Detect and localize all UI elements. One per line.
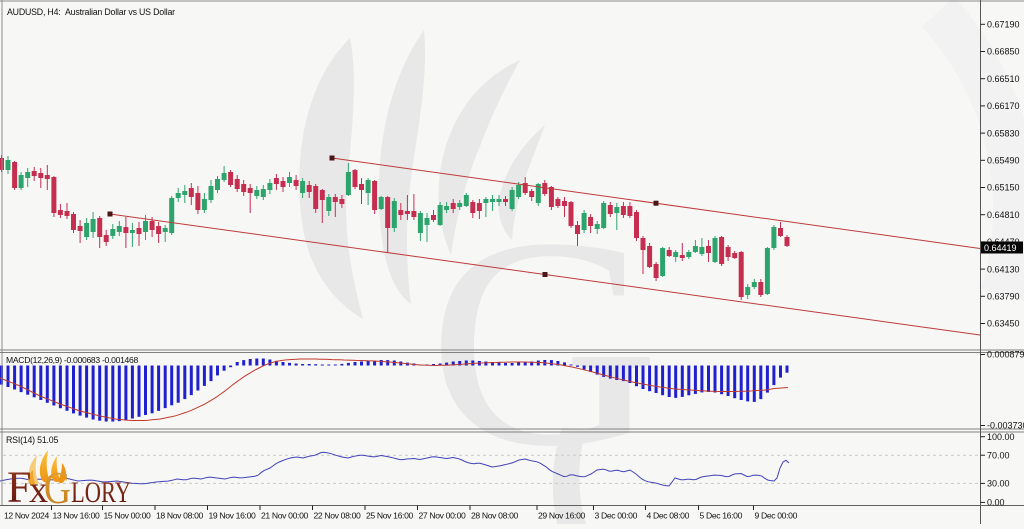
svg-text:21 Nov 00:00: 21 Nov 00:00: [261, 511, 308, 521]
svg-text:MACD(12,26,9) -0.000683 -0.001: MACD(12,26,9) -0.000683 -0.001468: [6, 355, 139, 365]
svg-text:0.64419: 0.64419: [984, 243, 1017, 253]
svg-text:100.00: 100.00: [987, 432, 1015, 442]
svg-text:0.000879: 0.000879: [987, 350, 1024, 360]
svg-text:3 Dec 00:00: 3 Dec 00:00: [595, 511, 638, 521]
svg-text:18 Nov 08:00: 18 Nov 08:00: [156, 511, 203, 521]
svg-text:0.65490: 0.65490: [987, 156, 1020, 166]
svg-text:AUDUSD, H4: Australian Dollar: AUDUSD, H4: Australian Dollar vs US Doll…: [7, 7, 175, 17]
svg-text:G: G: [44, 463, 71, 513]
svg-text:15 Nov 00:00: 15 Nov 00:00: [104, 511, 151, 521]
svg-text:19 Nov 16:00: 19 Nov 16:00: [209, 511, 256, 521]
svg-text:0.65830: 0.65830: [987, 128, 1020, 138]
svg-text:0.66170: 0.66170: [987, 101, 1020, 111]
svg-text:13 Nov 16:00: 13 Nov 16:00: [53, 511, 100, 521]
svg-text:F: F: [7, 463, 31, 512]
svg-text:LORY: LORY: [71, 476, 131, 509]
svg-text:0.66850: 0.66850: [987, 47, 1020, 57]
svg-text:28 Nov 08:00: 28 Nov 08:00: [471, 511, 518, 521]
svg-text:27 Nov 00:00: 27 Nov 00:00: [419, 511, 466, 521]
svg-text:0.63790: 0.63790: [987, 292, 1020, 302]
svg-text:x: x: [29, 469, 48, 511]
svg-text:G: G: [428, 176, 660, 508]
svg-text:0.66510: 0.66510: [987, 74, 1020, 84]
svg-text:29 Nov 16:00: 29 Nov 16:00: [538, 511, 585, 521]
svg-text:9 Dec 00:00: 9 Dec 00:00: [755, 511, 798, 521]
svg-text:4 Dec 08:00: 4 Dec 08:00: [647, 511, 690, 521]
svg-text:25 Nov 16:00: 25 Nov 16:00: [366, 511, 413, 521]
svg-text:RSI(14) 51.05: RSI(14) 51.05: [6, 435, 58, 445]
svg-text:70.00: 70.00: [987, 450, 1010, 460]
svg-text:0.67190: 0.67190: [987, 20, 1020, 30]
svg-text:-0.003730: -0.003730: [987, 421, 1024, 431]
svg-text:0.65150: 0.65150: [987, 183, 1020, 193]
svg-text:30.00: 30.00: [987, 479, 1010, 489]
svg-text:12 Nov 2024: 12 Nov 2024: [4, 511, 49, 521]
svg-text:5 Dec 16:00: 5 Dec 16:00: [700, 511, 743, 521]
svg-text:0.00: 0.00: [987, 498, 1005, 508]
svg-text:0.63450: 0.63450: [987, 319, 1020, 329]
svg-text:22 Nov 08:00: 22 Nov 08:00: [314, 511, 361, 521]
svg-text:0.64130: 0.64130: [987, 264, 1020, 274]
svg-text:0.64810: 0.64810: [987, 210, 1020, 220]
